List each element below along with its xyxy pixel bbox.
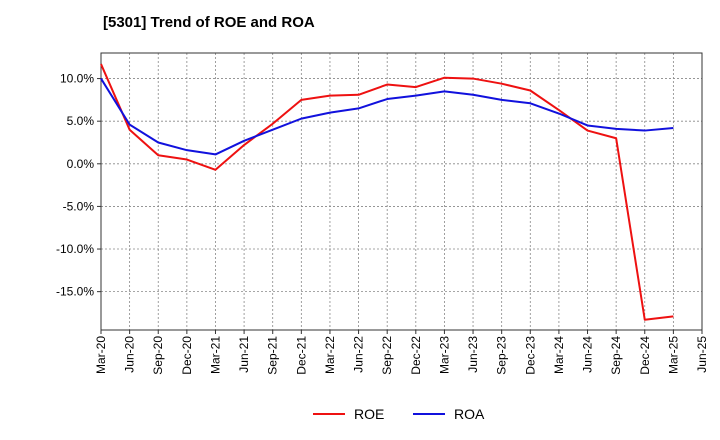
- legend: ROE ROA: [313, 406, 485, 422]
- x-tick-label: Mar-20: [94, 336, 108, 374]
- x-tick-label: Sep-20: [151, 336, 165, 375]
- x-tick-label: Jun-21: [237, 336, 251, 373]
- plot-frame: [100, 52, 703, 331]
- series-line-roe: [100, 63, 674, 321]
- y-tick-label: -5.0%: [63, 199, 95, 213]
- x-tick-label: Dec-20: [180, 336, 194, 375]
- x-tick-label: Dec-24: [638, 336, 652, 375]
- y-tick-label: 5.0%: [67, 114, 95, 128]
- x-tick-label: Jun-23: [466, 336, 480, 373]
- x-tick-label: Mar-25: [666, 336, 680, 374]
- x-tick-label: Dec-21: [294, 336, 308, 375]
- x-tick-label: Mar-23: [437, 336, 451, 374]
- y-tick-label: -10.0%: [56, 242, 94, 256]
- x-tick-label: Dec-22: [409, 336, 423, 375]
- y-axis-ticks: 10.0% 5.0% 0.0% -5.0% -10.0% -15.0%: [56, 72, 101, 299]
- x-tick-label: Sep-24: [609, 336, 623, 375]
- x-tick-label: Sep-21: [266, 336, 280, 375]
- chart-title: [5301] Trend of ROE and ROA: [103, 14, 315, 31]
- x-tick-label: Mar-22: [323, 336, 337, 374]
- grid-lines: [101, 53, 702, 330]
- x-axis-ticks: Mar-20 Jun-20 Sep-20 Dec-20 Mar-21 Jun-21 Sep-…: [94, 330, 709, 375]
- x-tick-label: Dec-23: [523, 336, 537, 375]
- series-line-roa: [100, 78, 674, 156]
- x-tick-label: Jun-22: [352, 336, 366, 373]
- x-tick-label: Jun-25: [695, 336, 709, 373]
- x-tick-label: Jun-24: [581, 336, 595, 373]
- legend-label-roa: ROA: [454, 406, 485, 422]
- x-tick-label: Jun-20: [123, 336, 137, 373]
- x-tick-label: Mar-24: [552, 336, 566, 374]
- legend-label-roe: ROE: [354, 406, 384, 422]
- x-tick-label: Sep-23: [495, 336, 509, 375]
- y-tick-label: 0.0%: [67, 157, 95, 171]
- x-tick-label: Sep-22: [380, 336, 394, 375]
- y-tick-label: -15.0%: [56, 285, 94, 299]
- y-tick-label: 10.0%: [60, 72, 94, 86]
- x-tick-label: Mar-21: [208, 336, 222, 374]
- series-lines: [100, 63, 674, 321]
